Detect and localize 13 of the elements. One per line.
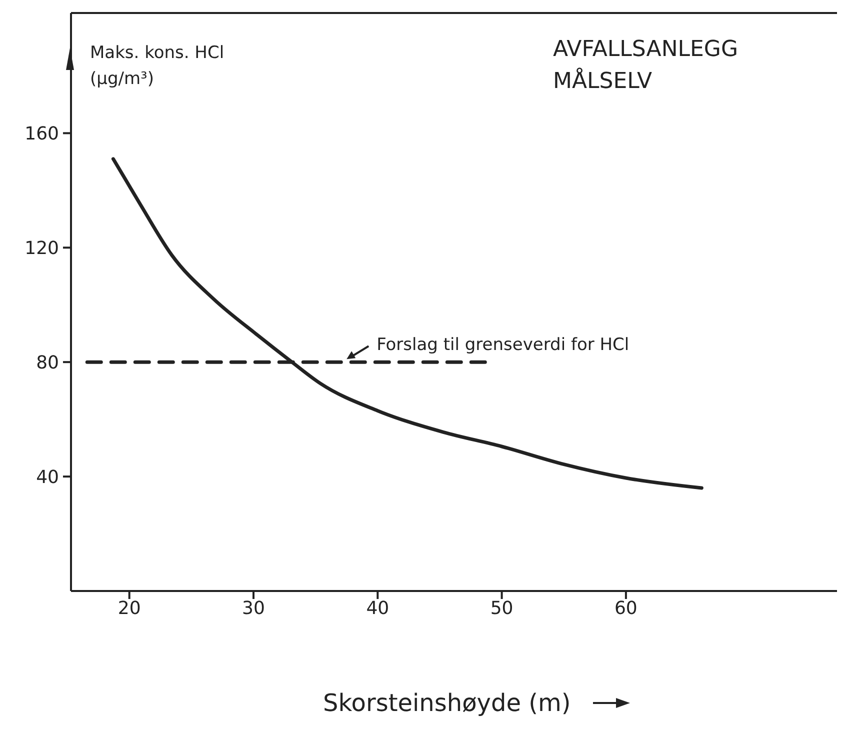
y-tick-label: 160 xyxy=(24,124,59,145)
y-tick-label: 80 xyxy=(36,352,59,374)
x-tick-label: 40 xyxy=(366,598,390,619)
x-axis-title: Skorsteinshøyde (m) xyxy=(323,689,571,717)
annotation: Forslag til grenseverdi for HCl xyxy=(376,335,630,356)
x-tick-label: 60 xyxy=(614,598,638,619)
x-tick-label: 20 xyxy=(118,598,141,619)
y-tick-label: 120 xyxy=(24,238,59,260)
text: AVFALLSANLEGG MÅLSELV xyxy=(553,37,738,94)
x-tick-label: 30 xyxy=(242,598,265,619)
y-tick-label: 40 xyxy=(36,466,59,488)
x-tick-label: 50 xyxy=(490,598,514,619)
y-axis-title: Maks. kons. HCl (µg/m³) xyxy=(90,43,224,89)
